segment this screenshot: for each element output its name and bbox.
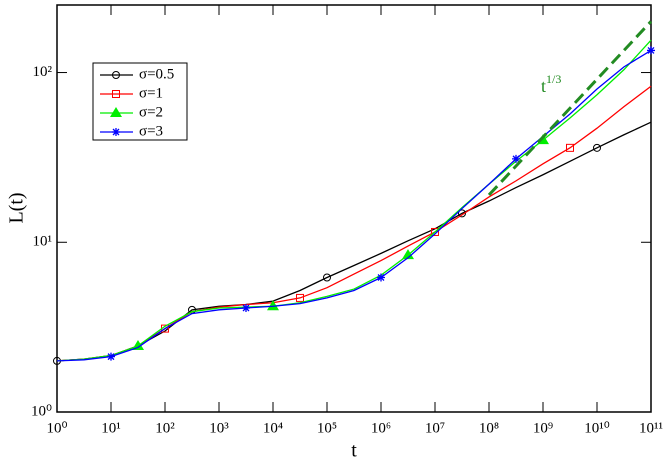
- marker: [112, 128, 120, 136]
- y-tick-label: 10¹: [33, 234, 53, 250]
- x-tick-label: 10¹⁰: [584, 420, 610, 436]
- legend-box: [92, 62, 188, 141]
- series-line: [56, 39, 652, 362]
- plot-frame: [56, 4, 652, 413]
- marker: [110, 107, 122, 117]
- x-tick-label: 10⁹: [533, 420, 553, 436]
- marker: [241, 303, 250, 312]
- legend-label: σ=3: [139, 123, 163, 139]
- legend: σ=0.5 σ=1 σ=2 σ=3: [92, 62, 188, 141]
- x-tick-label: 10⁵: [317, 420, 337, 436]
- y-tick-label: 10²: [33, 64, 53, 80]
- marker: [323, 273, 331, 282]
- legend-label: σ=2: [139, 104, 163, 120]
- x-tick-label: 10¹¹: [639, 420, 663, 436]
- legend-label: σ=0.5: [139, 66, 174, 82]
- x-tick-label: 10⁰: [46, 420, 67, 436]
- marker: [565, 143, 574, 152]
- annotation-sup: 1/3: [546, 72, 561, 86]
- marker: [131, 339, 144, 350]
- series-line: [56, 121, 652, 362]
- x-tick-label: 10⁴: [263, 420, 283, 436]
- reference-line: [487, 20, 653, 196]
- x-tick-label: 10²: [155, 420, 175, 436]
- x-tick-label: 10⁸: [479, 420, 499, 436]
- marker: [401, 249, 414, 260]
- annotation: t1/3: [541, 72, 561, 96]
- y-axis-label: L(t): [6, 192, 28, 223]
- marker: [593, 143, 601, 152]
- marker: [112, 90, 120, 98]
- y-tick-label: 10⁰: [31, 403, 52, 419]
- x-axis-label: t: [351, 440, 357, 462]
- x-tick-label: 10⁷: [425, 420, 445, 436]
- marker: [112, 71, 120, 79]
- marker: [457, 209, 466, 218]
- marker: [377, 273, 385, 282]
- marker: [647, 46, 655, 55]
- legend-label: σ=1: [139, 85, 163, 101]
- x-tick-label: 10³: [209, 420, 229, 436]
- marker: [295, 293, 304, 302]
- x-tick-label: 10¹: [101, 420, 121, 436]
- marker: [511, 154, 520, 163]
- marker: [431, 227, 439, 236]
- marker: [107, 352, 115, 361]
- annotation-base: t: [541, 76, 546, 96]
- marker: [267, 300, 279, 311]
- x-tick-label: 10⁶: [371, 420, 391, 436]
